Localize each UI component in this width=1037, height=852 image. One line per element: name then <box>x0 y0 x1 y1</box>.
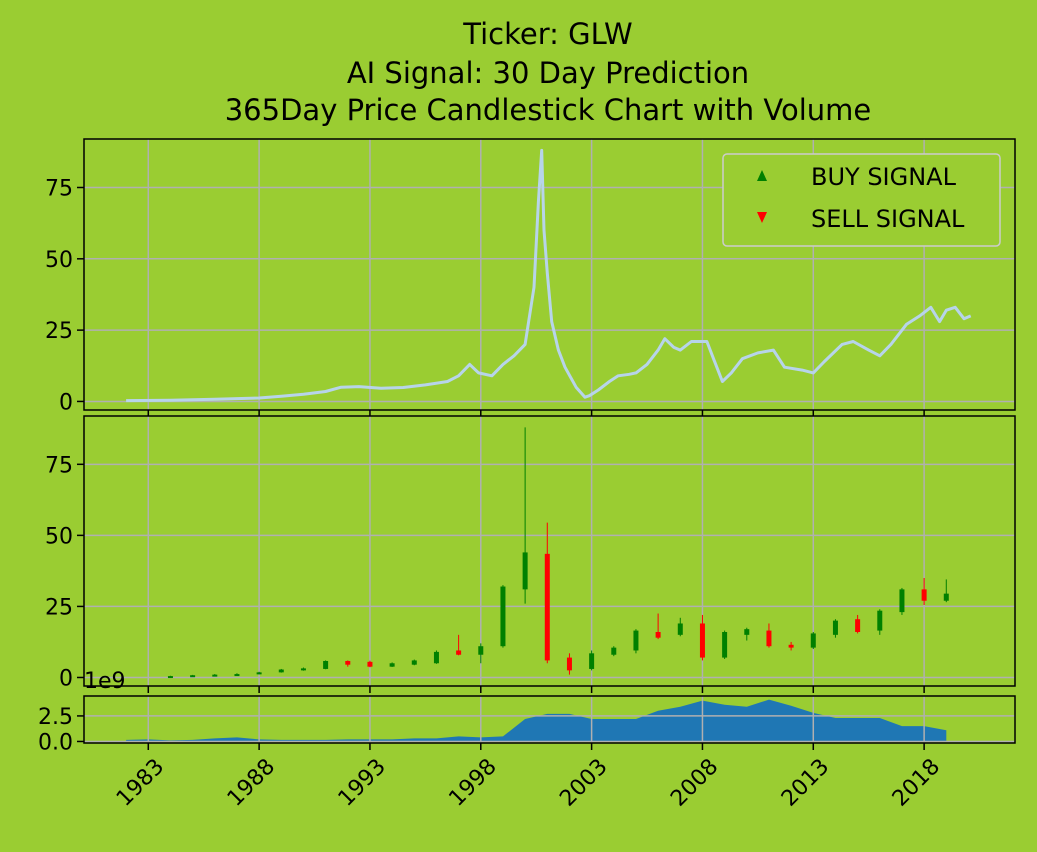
candle-body <box>389 663 395 667</box>
title-line-1: Ticker: GLW <box>462 17 632 51</box>
candle-body <box>722 632 728 658</box>
price-panel-grid <box>84 139 1015 410</box>
y-tick-label: 75 <box>45 176 73 201</box>
price-panel-frame <box>83 138 1016 411</box>
candle-body <box>633 630 639 651</box>
candle-body <box>943 593 949 601</box>
y-tick-label: 25 <box>45 319 73 344</box>
price-panel: 0 25 50 75 BUY SIGNAL SELL SIGNAL <box>45 138 1016 417</box>
y-tick-label: 75 <box>45 453 73 478</box>
y-tick-label: 0 <box>59 390 73 415</box>
candle-body <box>500 586 506 647</box>
price-series-line <box>126 148 972 403</box>
candle-body <box>278 669 284 673</box>
candle-body <box>899 589 905 613</box>
candle-body <box>167 676 173 679</box>
candle-body <box>478 646 484 655</box>
candle-body <box>190 675 196 678</box>
legend-sell-label: SELL SIGNAL <box>811 205 965 233</box>
candle-body <box>855 619 861 632</box>
candle-body <box>522 552 528 590</box>
candle-body <box>234 674 240 677</box>
candle-body <box>256 672 262 675</box>
legend-buy-label: BUY SIGNAL <box>811 163 957 191</box>
candlestick-panel-frame <box>83 415 1016 687</box>
candle-body <box>611 647 617 655</box>
candle-body <box>677 623 683 635</box>
y-tick-label: 0 <box>59 666 73 691</box>
candle-body <box>345 660 351 665</box>
candle-body <box>766 630 772 647</box>
candle-body <box>744 629 750 635</box>
candle-body <box>456 650 462 655</box>
candle-body <box>832 620 838 635</box>
candle-body <box>921 589 927 601</box>
candle-body <box>589 653 595 669</box>
volume-area <box>126 699 947 742</box>
candle-body <box>411 660 417 665</box>
candle-body <box>300 668 306 671</box>
volume-panel-ticks: 0.02.5 <box>38 705 925 755</box>
legend: BUY SIGNAL SELL SIGNAL <box>722 153 1001 247</box>
y-tick-label: 50 <box>45 248 73 273</box>
buy-signal-marker-icon <box>757 170 767 181</box>
title-line-2: AI Signal: 30 Day Prediction <box>347 56 749 90</box>
legend-box <box>722 153 1001 247</box>
candle-body <box>877 610 883 631</box>
candle-body <box>655 632 661 638</box>
title-line-3: 365Day Price Candlestick Chart with Volu… <box>225 93 872 127</box>
candle-body <box>212 674 218 677</box>
candle-body <box>323 660 329 669</box>
candle-body <box>699 623 705 658</box>
volume-panel-grid <box>84 696 1015 743</box>
y-tick-label: 50 <box>45 524 73 549</box>
candles <box>167 427 949 679</box>
volume-panel: 0.02.5 1e9 <box>38 669 1016 755</box>
candle-body <box>544 553 550 661</box>
y-tick-label: 25 <box>45 595 73 620</box>
candle-body <box>433 651 439 664</box>
candle-body <box>810 633 816 648</box>
candlestick-panel: 0 25 50 75 <box>45 415 1016 693</box>
candle-body <box>367 661 373 667</box>
candle-body <box>566 657 572 671</box>
volume-offset-label: 1e9 <box>84 669 126 694</box>
candlestick-panel-ticks: 0 25 50 75 <box>45 453 925 693</box>
volume-panel-frame <box>83 695 1016 744</box>
y-tick-label: 2.5 <box>38 705 73 730</box>
y-tick-label: 0.0 <box>38 730 73 755</box>
sell-signal-marker-icon <box>757 212 767 223</box>
candle-body <box>788 644 794 648</box>
